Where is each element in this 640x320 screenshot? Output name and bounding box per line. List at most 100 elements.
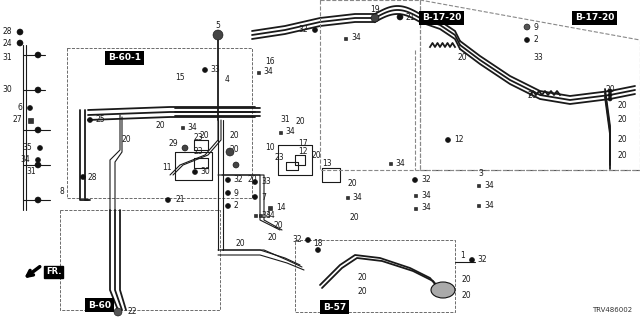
Circle shape [371,14,379,22]
Text: 9: 9 [233,188,238,197]
Bar [180,125,184,129]
Circle shape [38,146,42,150]
Circle shape [17,40,23,46]
Bar [253,213,257,217]
Text: 20: 20 [618,150,628,159]
Text: 34: 34 [261,211,271,220]
Circle shape [114,308,122,316]
Circle shape [202,68,207,73]
Text: 6: 6 [17,103,22,113]
Bar [259,213,262,217]
Circle shape [226,148,234,156]
Text: 20: 20 [155,121,164,130]
Circle shape [35,52,41,58]
Text: 24: 24 [3,38,12,47]
Text: 21: 21 [175,196,184,204]
Text: 20: 20 [605,85,614,94]
Bar [477,204,479,206]
Circle shape [253,195,257,199]
Text: 31: 31 [26,167,36,177]
Bar [257,70,259,74]
Text: 34: 34 [265,211,275,220]
Text: 20: 20 [358,274,367,283]
Circle shape [316,247,321,252]
Circle shape [88,117,93,123]
Text: 20: 20 [247,175,257,185]
Text: 1: 1 [460,251,465,260]
Text: 20: 20 [200,131,210,140]
Text: FR.: FR. [46,268,61,276]
Text: 28: 28 [3,28,12,36]
Text: 13: 13 [322,159,332,169]
Text: 20: 20 [267,234,276,243]
Circle shape [166,197,170,203]
Text: 35: 35 [22,143,32,153]
Bar [60,210,220,310]
Circle shape [81,174,86,180]
Text: 21: 21 [406,12,415,21]
Text: 20: 20 [528,91,538,100]
Text: 20: 20 [618,100,628,109]
Text: TRV486002: TRV486002 [592,307,632,313]
Text: 20: 20 [348,179,358,188]
Text: 34: 34 [395,158,404,167]
Text: 16: 16 [265,58,275,67]
Text: 20: 20 [462,291,472,300]
Bar [67,48,252,198]
Text: B-17-20: B-17-20 [422,13,461,22]
Text: 33: 33 [533,52,543,61]
Circle shape [608,97,612,101]
Text: 32: 32 [421,175,431,185]
Circle shape [413,178,417,182]
Text: 23: 23 [275,154,284,163]
Text: 34: 34 [421,190,431,199]
Circle shape [233,162,239,168]
Text: 30: 30 [200,167,210,177]
Circle shape [225,178,230,182]
Bar [278,131,282,133]
Text: 20: 20 [618,116,628,124]
Text: 28: 28 [88,172,97,181]
Text: 20: 20 [229,131,239,140]
Text: 33: 33 [261,178,271,187]
Circle shape [525,37,529,43]
Text: 34: 34 [263,68,273,76]
Text: 20: 20 [358,287,367,297]
Text: 8: 8 [60,188,65,196]
Text: 20: 20 [235,238,244,247]
Text: 34: 34 [351,34,361,43]
Text: 31: 31 [3,52,12,61]
Text: 32: 32 [292,236,302,244]
Text: 9: 9 [533,22,538,31]
Circle shape [213,30,223,40]
Bar [295,240,455,312]
Text: 22: 22 [128,308,138,316]
Text: 30: 30 [3,85,12,94]
Text: 31: 31 [280,116,290,124]
Text: 15: 15 [175,74,184,83]
Circle shape [35,157,40,163]
Text: 20: 20 [122,135,132,145]
Bar [268,206,272,210]
Circle shape [28,106,33,110]
Bar [413,194,417,196]
Text: 20: 20 [349,213,358,222]
Circle shape [470,258,474,262]
Text: 5: 5 [216,20,220,29]
Text: 34: 34 [484,201,493,210]
Bar [344,36,346,39]
Text: 20: 20 [273,220,283,229]
Text: 20: 20 [229,146,239,155]
Bar [388,162,392,164]
Circle shape [397,14,403,20]
Text: 12: 12 [454,135,463,145]
Text: 34: 34 [285,127,295,137]
Text: 2: 2 [533,36,538,44]
Text: 2: 2 [233,202,237,211]
Text: 7: 7 [261,193,266,202]
Text: 14: 14 [276,204,285,212]
Circle shape [35,197,41,203]
Circle shape [225,190,230,196]
Bar [28,117,33,123]
Circle shape [35,127,41,133]
